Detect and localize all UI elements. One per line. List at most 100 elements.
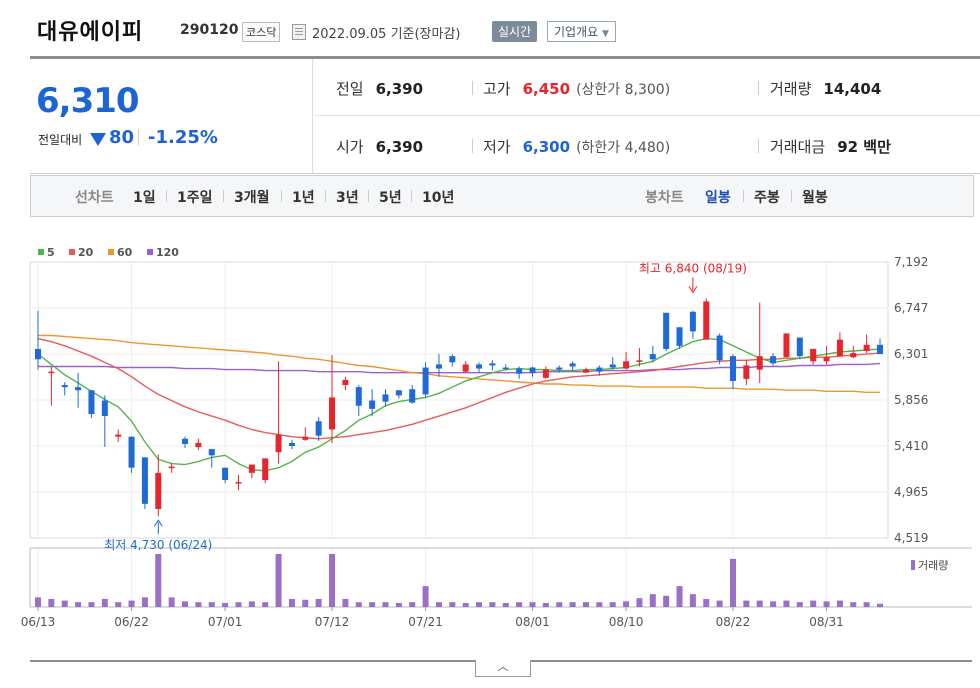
tab-1year[interactable]: 1년 xyxy=(292,190,315,206)
chart-legend: 5 20 60 120 xyxy=(38,246,179,259)
tab-3year[interactable]: 3년 xyxy=(336,190,359,206)
volume-bar xyxy=(836,600,843,607)
stat-separator xyxy=(472,139,473,153)
tab-separator xyxy=(325,190,326,202)
volume-label: 거래량 xyxy=(770,80,812,98)
date-tick-label: 07/21 xyxy=(408,615,443,629)
candle-chart-label: 봉차트 xyxy=(645,190,684,206)
tab-5year[interactable]: 5년 xyxy=(379,190,402,206)
volume-bar xyxy=(516,602,523,607)
volume-bar xyxy=(476,602,483,607)
volume-bar xyxy=(355,602,362,607)
change-percent: -1.25% xyxy=(148,127,218,148)
volume-bar xyxy=(502,602,509,607)
candle-down xyxy=(556,367,563,370)
volume-bar xyxy=(395,602,402,607)
lower-limit: (하한가 4,480) xyxy=(576,140,671,156)
volume-bar xyxy=(315,598,322,607)
volume-legend-swatch xyxy=(911,560,915,570)
candle-up xyxy=(262,458,269,481)
candle-down xyxy=(208,449,215,456)
price-tick-label: 4,965 xyxy=(894,485,928,499)
document-icon xyxy=(292,24,306,40)
company-overview-button[interactable]: 기업개요 ▼ xyxy=(547,21,616,42)
high-cell: 고가 6,450 (상한가 8,300) xyxy=(483,78,670,99)
tab-separator xyxy=(223,190,224,202)
tab-1day[interactable]: 1일 xyxy=(133,190,156,206)
current-price: 6,310 xyxy=(36,81,140,121)
candle-down xyxy=(222,467,229,481)
change-value: 80 xyxy=(109,127,135,148)
legend-label: 60 xyxy=(117,246,133,259)
min-arrow-head xyxy=(153,519,163,527)
stock-name: 대유에이피 xyxy=(37,20,144,45)
stat-separator xyxy=(758,81,759,95)
date-tick-label: 07/12 xyxy=(315,615,350,629)
candle-down xyxy=(449,356,456,363)
open-value: 6,390 xyxy=(375,138,424,156)
tab-daily-candle[interactable]: 일봉 xyxy=(705,190,731,206)
volume-bar xyxy=(449,602,456,607)
date-tick-label: 08/31 xyxy=(809,615,844,629)
candle-down xyxy=(409,389,416,403)
volume-cell: 거래량 14,404 xyxy=(770,78,881,99)
candle-up xyxy=(810,348,817,362)
ma60-line xyxy=(38,334,880,394)
volume-bar xyxy=(288,598,295,607)
candle-up xyxy=(462,364,469,372)
base-date: 2022.09.05 기준(장마감) xyxy=(312,27,461,42)
legend-swatch xyxy=(69,249,75,255)
volume-bar xyxy=(369,602,376,607)
price-summary: 6,310 전일대비 80 -1.25% 전일 6,390 고가 6,450 (상한가… xyxy=(30,59,980,174)
tab-weekly-candle[interactable]: 주봉 xyxy=(754,190,780,206)
caret-down-icon: ▼ xyxy=(602,29,609,39)
volume-bar xyxy=(35,597,41,607)
tab-10year[interactable]: 10년 xyxy=(422,190,455,206)
volume-bar xyxy=(101,598,108,607)
legend-label: 5 xyxy=(47,246,55,259)
volume-bar xyxy=(542,602,549,607)
candle-down xyxy=(75,387,82,391)
candle-down xyxy=(315,421,322,436)
volume-bar xyxy=(155,554,162,607)
legend-label: 120 xyxy=(156,246,179,259)
volume-bar xyxy=(636,598,643,607)
candle-up xyxy=(850,353,857,358)
volume-legend-label: 거래량 xyxy=(918,559,948,572)
volume-bar xyxy=(850,602,857,607)
realtime-button[interactable]: 실시간 xyxy=(492,21,538,42)
volume-bar xyxy=(208,602,215,607)
price-tick-label: 6,747 xyxy=(894,301,928,315)
prev-close-cell: 전일 6,390 xyxy=(336,78,423,99)
candle-up xyxy=(783,333,790,358)
high-label: 고가 xyxy=(483,80,511,98)
candle-down xyxy=(141,457,148,504)
candle-up xyxy=(155,472,162,509)
tab-3month[interactable]: 3개월 xyxy=(234,190,270,206)
volume-bar xyxy=(556,602,563,607)
low-cell: 저가 6,300 (하한가 4,480) xyxy=(483,136,670,157)
line-chart-label: 선차트 xyxy=(75,190,114,206)
volume-bar xyxy=(582,602,589,607)
prev-close-value: 6,390 xyxy=(375,80,424,98)
chart-grid xyxy=(29,261,972,608)
tab-monthly-candle[interactable]: 월봉 xyxy=(802,190,828,206)
volume-bar xyxy=(529,602,536,607)
volume-bars: 거래량 xyxy=(35,554,948,607)
amount-value: 92 백만 xyxy=(837,138,891,156)
candle-up xyxy=(623,361,630,369)
candle-down xyxy=(502,367,509,370)
volume-bar xyxy=(489,602,496,607)
volume-bar xyxy=(222,602,229,607)
candle-down xyxy=(288,442,295,446)
candle-down xyxy=(489,363,496,366)
volume-bar xyxy=(248,601,255,607)
summary-row-divider xyxy=(312,115,980,116)
tab-1week[interactable]: 1주일 xyxy=(177,190,213,206)
market-badge: 코스닥 xyxy=(242,22,281,42)
collapse-button[interactable]: ︿ xyxy=(475,660,531,677)
volume-bar xyxy=(863,602,870,607)
stat-separator xyxy=(472,81,473,95)
price-tick-label: 7,192 xyxy=(894,255,928,269)
price-axis: 7,192 6,747 6,301 5,856 5,410 4,965 4,519 xyxy=(894,255,928,545)
